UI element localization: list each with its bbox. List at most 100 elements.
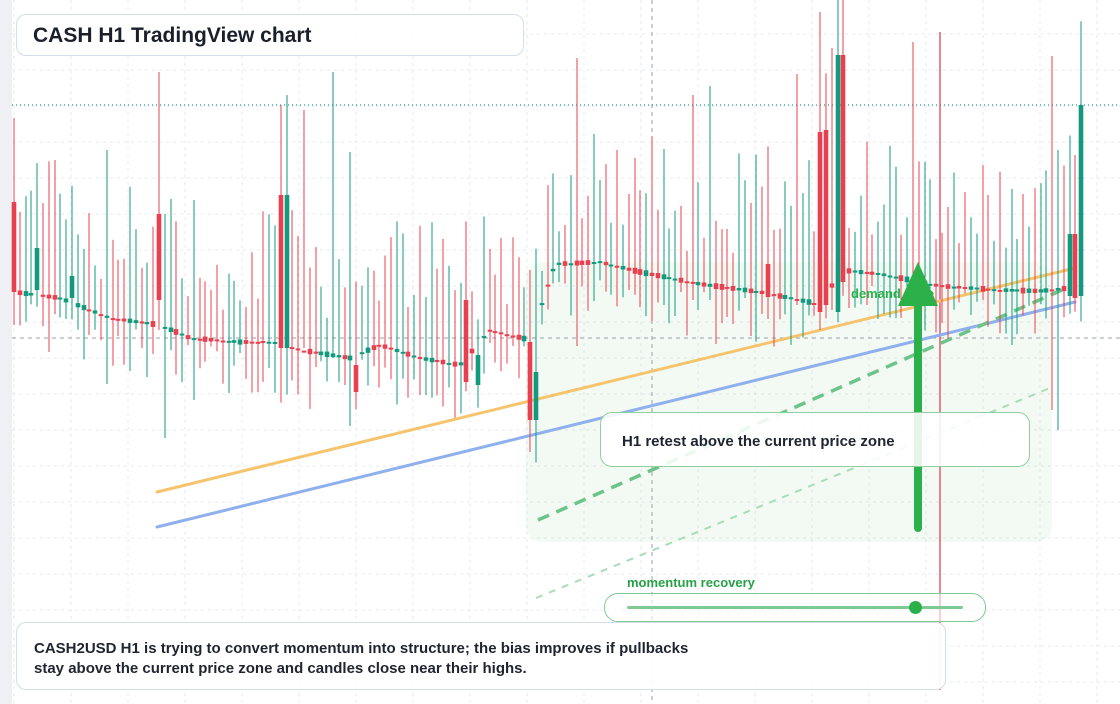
candle-body bbox=[869, 271, 875, 275]
momentum-knob[interactable] bbox=[909, 601, 923, 614]
momentum-track bbox=[627, 606, 963, 609]
candle-body bbox=[133, 320, 139, 324]
candle-body bbox=[434, 359, 440, 362]
candle-body bbox=[1078, 105, 1084, 296]
summary-line-1: CASH2USD H1 is trying to convert momentu… bbox=[34, 640, 689, 657]
candle-body bbox=[301, 350, 307, 353]
candle-body bbox=[962, 287, 968, 290]
candle-body bbox=[46, 294, 52, 299]
candle-body bbox=[678, 277, 684, 283]
candle-body bbox=[34, 248, 40, 290]
candle-body bbox=[736, 287, 742, 291]
summary-box: CASH2USD H1 is trying to convert momentu… bbox=[16, 622, 946, 690]
candle-body bbox=[539, 303, 545, 306]
candle-body bbox=[353, 365, 359, 392]
candle-body bbox=[185, 335, 191, 340]
momentum-slider[interactable] bbox=[604, 593, 986, 622]
candle-body bbox=[168, 327, 174, 333]
candle-body bbox=[52, 295, 58, 300]
candle-body bbox=[440, 359, 446, 365]
green-dashed-trendline bbox=[537, 288, 1063, 522]
candle-body bbox=[800, 298, 806, 303]
candle-body bbox=[510, 335, 516, 338]
candle-body bbox=[695, 282, 701, 286]
candle-body bbox=[742, 287, 748, 293]
candle-body bbox=[550, 268, 556, 272]
candle-body bbox=[376, 344, 382, 347]
candle-body bbox=[98, 314, 104, 317]
candle-body bbox=[794, 299, 800, 302]
candle-body bbox=[371, 345, 377, 351]
candle-body bbox=[388, 347, 394, 350]
candle-body bbox=[840, 55, 846, 282]
candle-body bbox=[156, 214, 162, 300]
candle-body bbox=[115, 318, 121, 321]
candle-body bbox=[498, 332, 504, 335]
chart-title: CASH H1 TradingView chart bbox=[33, 24, 312, 47]
candle-body bbox=[684, 281, 690, 284]
candle-body bbox=[933, 283, 939, 287]
candle-body bbox=[336, 355, 342, 358]
candle-body bbox=[475, 355, 481, 385]
candle-body bbox=[939, 285, 945, 288]
candle-body bbox=[313, 351, 319, 354]
summary-line-2: stay above the current price zone and ca… bbox=[34, 660, 527, 677]
candle-body bbox=[898, 275, 904, 282]
candle-body bbox=[643, 270, 649, 277]
candle-body bbox=[945, 284, 951, 289]
candle-body bbox=[904, 276, 910, 283]
candle-body bbox=[881, 273, 887, 277]
candle-body bbox=[458, 362, 464, 366]
candle-body bbox=[997, 289, 1003, 292]
candle-body bbox=[487, 329, 493, 332]
candle-body bbox=[347, 355, 353, 361]
candle-body bbox=[887, 275, 893, 278]
candle-body bbox=[858, 270, 864, 275]
candle-body bbox=[504, 334, 510, 337]
candle-body bbox=[516, 334, 522, 340]
candle-body bbox=[748, 288, 754, 294]
candle-body bbox=[1003, 288, 1009, 292]
candle-body bbox=[330, 353, 336, 358]
candle-body bbox=[545, 284, 551, 287]
candle-body bbox=[231, 340, 237, 343]
candle-body bbox=[202, 336, 208, 342]
candle-body bbox=[411, 355, 417, 358]
retest-callout: H1 retest above the current price zone bbox=[600, 412, 1030, 467]
candle-body bbox=[17, 290, 23, 296]
candle-body bbox=[533, 372, 539, 420]
candle-body bbox=[1014, 289, 1020, 292]
candle-body bbox=[173, 329, 179, 335]
candle-body bbox=[603, 261, 609, 266]
candle-body bbox=[1072, 234, 1078, 298]
candle-body bbox=[28, 292, 34, 296]
candle-body bbox=[307, 348, 313, 355]
candle-body bbox=[1009, 288, 1015, 292]
candle-body bbox=[759, 290, 765, 295]
candle-body bbox=[980, 286, 986, 292]
candle-body bbox=[951, 286, 957, 289]
candle-body bbox=[777, 293, 783, 299]
candle-body bbox=[110, 318, 116, 321]
candle-body bbox=[690, 281, 696, 284]
candle-body bbox=[92, 310, 98, 314]
candle-body bbox=[1043, 288, 1049, 293]
candle-body bbox=[852, 270, 858, 273]
candle-body bbox=[765, 264, 771, 297]
candle-body bbox=[719, 284, 725, 290]
candle-body bbox=[86, 309, 92, 312]
candle-body bbox=[591, 262, 597, 265]
candle-body bbox=[655, 273, 661, 279]
candle-body bbox=[521, 335, 527, 342]
candle-body bbox=[417, 356, 423, 360]
candle-body bbox=[956, 286, 962, 289]
candle-body bbox=[817, 132, 823, 312]
candle-body bbox=[568, 263, 574, 266]
candle-body bbox=[266, 341, 272, 344]
candle-body bbox=[806, 299, 812, 305]
candle-body bbox=[556, 262, 562, 265]
candle-body bbox=[121, 318, 127, 322]
demand-zone-area bbox=[526, 262, 1052, 542]
candle-body bbox=[359, 352, 365, 355]
